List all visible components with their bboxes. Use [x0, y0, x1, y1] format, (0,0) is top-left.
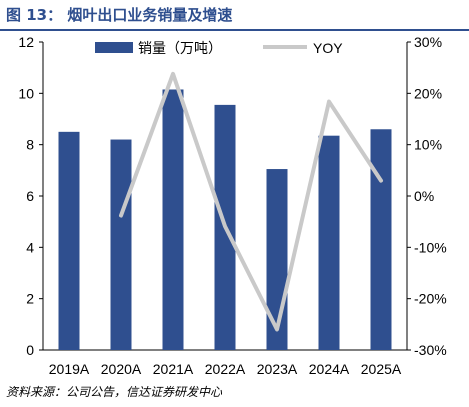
- bar: [318, 135, 340, 350]
- x-tick-label: 2023A: [257, 361, 298, 377]
- y-right-tick-label: -10%: [414, 239, 447, 255]
- y-right-tick-label: 10%: [414, 137, 442, 153]
- legend-bar-swatch: [95, 42, 133, 53]
- yoy-line: [119, 71, 383, 332]
- figure-label: 图 13：: [6, 6, 63, 24]
- legend-bar-label: 销量（万吨）: [138, 40, 222, 56]
- x-tick-label: 2024A: [309, 361, 350, 377]
- bar-series: [58, 89, 392, 350]
- x-tick-label: 2022A: [205, 361, 246, 377]
- y-left-tick-label: 12: [18, 34, 34, 50]
- y-right-tick-label: 0%: [414, 188, 434, 204]
- figure-title: 图 13： 烟叶出口业务销量及增速: [6, 4, 232, 25]
- y-right-tick-label: 30%: [414, 34, 442, 50]
- y-left-tick-label: 0: [26, 342, 34, 358]
- tick-labels: 0 2 4 6 8 10 12 -30% -20% -10% 0% 10% 20% 30% 2019A 202…: [18, 34, 446, 377]
- bar: [110, 139, 132, 350]
- x-tick-label: 2019A: [49, 361, 90, 377]
- legend-line-label: YOY: [313, 40, 343, 56]
- y-right-tick-label: 20%: [414, 85, 442, 101]
- y-left-tick-label: 8: [26, 137, 34, 153]
- bar: [58, 131, 80, 350]
- y-left-tick-label: 2: [26, 291, 34, 307]
- bar: [162, 89, 184, 350]
- y-left-tick-label: 10: [18, 85, 34, 101]
- y-right-tick-label: -30%: [414, 342, 447, 358]
- x-tick-label: 2025A: [361, 361, 402, 377]
- x-tick-label: 2021A: [153, 361, 194, 377]
- legend: 销量（万吨） YOY: [95, 40, 343, 56]
- y-left-tick-label: 6: [26, 188, 34, 204]
- bar: [370, 129, 392, 350]
- title-divider: [0, 29, 469, 31]
- line-series: [119, 71, 383, 332]
- chart: 0 2 4 6 8 10 12 -30% -20% -10% 0% 10% 20% 30% 2019A 202…: [18, 34, 446, 377]
- x-tick-label: 2020A: [101, 361, 142, 377]
- y-right-tick-label: -20%: [414, 291, 447, 307]
- y-left-tick-label: 4: [26, 239, 34, 255]
- figure-title-text: 烟叶出口业务销量及增速: [67, 6, 233, 24]
- source-note: 资料来源：公司公告，信达证券研发中心: [6, 385, 223, 399]
